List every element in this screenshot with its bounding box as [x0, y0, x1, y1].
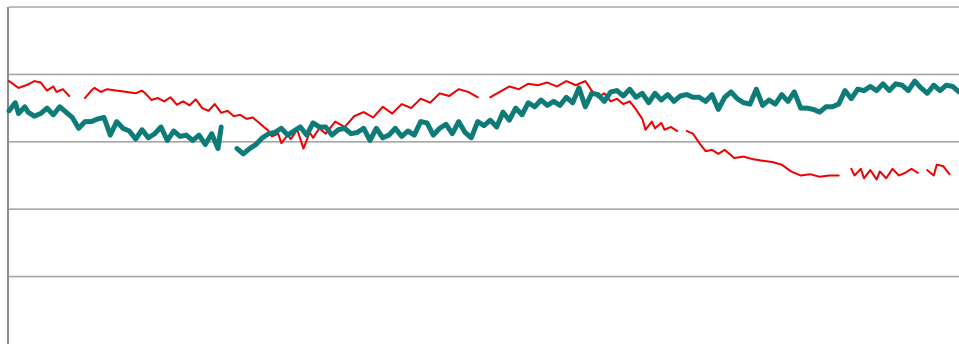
gridlines	[9, 6, 959, 278]
series-lines	[6, 78, 959, 181]
series-0	[8, 80, 951, 181]
series-1-segment-2	[570, 78, 959, 115]
series-0-segment-4	[628, 100, 679, 132]
series-0-segment-6	[850, 167, 919, 181]
series-0-segment-5	[685, 130, 840, 178]
series-0-segment-0	[8, 80, 71, 97]
series-0-segment-3	[489, 80, 631, 106]
series-1-segment-0	[6, 100, 224, 151]
series-1-segment-1	[234, 94, 576, 157]
series-1	[6, 78, 959, 157]
series-0-segment-7	[926, 163, 951, 177]
series-0-segment-1	[84, 86, 264, 127]
